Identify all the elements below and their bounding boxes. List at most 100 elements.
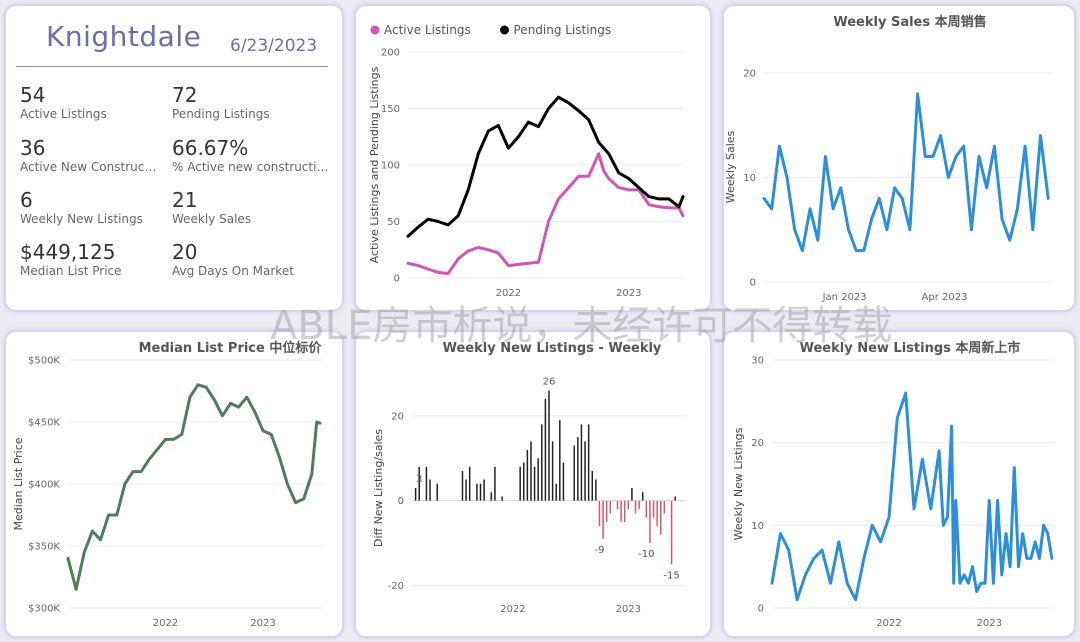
bar: [425, 466, 428, 501]
bar: [551, 441, 554, 501]
chart-title: Weekly Sales 本周销售: [833, 14, 986, 30]
kpi-label: Weekly Sales: [172, 212, 252, 226]
y-axis-label: Diff New Listing/sales: [372, 429, 385, 547]
bar: [468, 466, 471, 501]
bar: [649, 500, 651, 544]
bar: [623, 500, 626, 522]
bar: [616, 500, 619, 510]
bar: [627, 500, 630, 510]
bar: [483, 479, 485, 501]
bar: [494, 466, 496, 501]
bar: [631, 488, 633, 501]
bar: [645, 500, 648, 518]
bar: [526, 449, 529, 501]
y-tick-label: $500K: [28, 356, 60, 367]
y-tick-label: $300K: [28, 604, 60, 615]
kpi-pct-new-construction: 66.67% % Active new constructions: [172, 137, 332, 175]
kpi-avg-days-on-market: 20 Avg Days On Market: [172, 241, 310, 279]
bar: [414, 488, 417, 501]
kpi-pending-listings: 72 Pending Listings: [172, 84, 310, 122]
y-tick-label: 200: [381, 48, 400, 59]
data-label: 3: [416, 474, 422, 485]
x-tick-label: 2023: [616, 288, 641, 299]
bar: [660, 500, 662, 535]
y-tick-label: 0: [398, 496, 404, 507]
bar: [436, 483, 438, 501]
series-line: [770, 391, 1054, 602]
y-axis-label: Weekly New Listings: [732, 427, 745, 540]
new-listings-chart: Weekly New Listings 本周新上市 0 10 20 30 2022 2023…: [732, 340, 1054, 629]
legend-label: Pending Listings: [514, 23, 612, 37]
y-tick-label: 0: [394, 274, 400, 285]
y-tick-label: $350K: [28, 542, 60, 553]
bar: [670, 500, 673, 565]
active-pending-card: 0 50 100 150 200 2022 2023 Active Listings and …: [354, 4, 712, 312]
y-tick-label: 0: [750, 278, 756, 289]
bar: [479, 483, 482, 501]
median-price-card: Median List Price 中位标价 $300K $350K $400K $45…: [4, 330, 344, 638]
bar: [544, 398, 547, 501]
bar: [602, 500, 604, 539]
bar: [598, 500, 601, 527]
bar: [429, 479, 431, 501]
x-tick-label: 2023: [977, 618, 1002, 629]
data-label: -10: [638, 549, 654, 560]
kpi-label: Active New Constructi...: [20, 160, 158, 174]
bar: [620, 500, 622, 522]
series-line: [406, 95, 685, 238]
new-listings-card: Weekly New Listings 本周新上市 0 10 20 30 2022 2023…: [722, 330, 1076, 638]
kpi-active-listings: 54 Active Listings: [20, 84, 158, 122]
kpi-value: 66.67%: [172, 136, 249, 160]
kpi-label: Active Listings: [20, 107, 107, 121]
bar: [652, 500, 655, 518]
weekly-sales-card: Weekly Sales 本周销售 0 10 20 Jan 2023 Apr 2023 We…: [722, 4, 1076, 312]
bar: [537, 458, 539, 501]
bar: [548, 390, 550, 501]
kpi-label: Weekly New Listings: [20, 212, 143, 226]
kpi-value: $449,125: [20, 240, 116, 264]
y-axis-label: Weekly Sales: [724, 130, 737, 203]
median-price-chart: Median List Price 中位标价 $300K $350K $400K $45…: [12, 340, 324, 629]
city-title: Knightdale: [46, 20, 202, 53]
y-tick-label: 0: [758, 604, 764, 615]
weekly-sales-chart: Weekly Sales 本周销售 0 10 20 Jan 2023 Apr 2023 We…: [724, 14, 1052, 303]
kpi-label: Pending Listings: [172, 107, 270, 121]
bar: [584, 441, 586, 501]
chart-title: Weekly New Listings - Weekly: [443, 341, 662, 356]
bar: [663, 500, 666, 514]
y-tick-label: 20: [743, 68, 756, 79]
bar: [490, 492, 493, 501]
bar: [555, 483, 557, 501]
series-line: [66, 383, 322, 591]
diff-listings-chart: Weekly New Listings - Weekly -20 0 20 2022 20…: [372, 341, 686, 615]
y-tick-label: $400K: [28, 480, 60, 491]
y-tick-label: $450K: [28, 418, 60, 429]
kpi-value: 36: [20, 136, 46, 160]
chart-title: Weekly New Listings 本周新上市: [800, 340, 1021, 356]
kpi-label: % Active new constructions: [172, 160, 332, 174]
kpi-value: 54: [20, 83, 46, 107]
x-tick-label: 2023: [616, 604, 641, 615]
y-tick-label: 50: [387, 217, 400, 228]
y-tick-label: -20: [388, 581, 404, 592]
x-tick-label: 2023: [250, 618, 275, 629]
y-axis-label: Median List Price: [12, 437, 25, 530]
kpi-active-new-construction: 36 Active New Constructi...: [20, 137, 158, 175]
series-line: [406, 152, 685, 275]
bar: [501, 496, 503, 501]
y-tick-label: 20: [751, 438, 764, 449]
data-label: -9: [594, 545, 604, 556]
kpi-value: 6: [20, 188, 33, 212]
bar: [656, 500, 658, 527]
bar: [530, 441, 532, 501]
data-label: -15: [663, 570, 679, 581]
bar: [641, 492, 644, 501]
kpi-value: 21: [172, 188, 198, 212]
kpi-median-list-price: $449,125 Median List Price: [20, 241, 158, 279]
bar: [541, 424, 543, 501]
chart-title: Median List Price 中位标价: [139, 340, 323, 356]
legend-marker: [500, 25, 509, 35]
bar: [461, 471, 464, 501]
bar: [465, 479, 467, 501]
diff-listings-card: Weekly New Listings - Weekly -20 0 20 2022 20…: [354, 330, 712, 638]
